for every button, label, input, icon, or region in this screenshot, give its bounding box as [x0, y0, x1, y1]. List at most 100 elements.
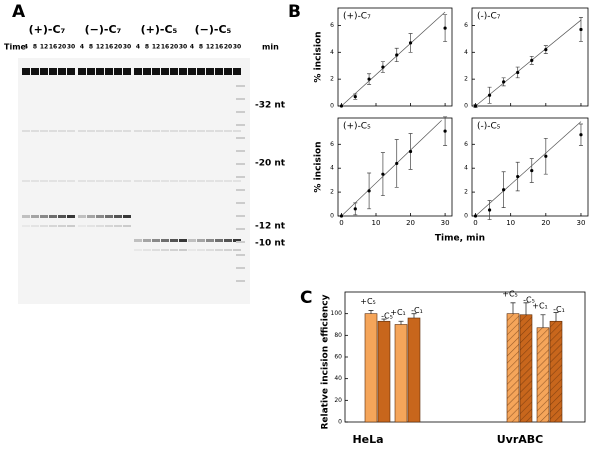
error-bar	[523, 302, 529, 315]
gel-band	[40, 225, 48, 227]
gel-marker: -10 nt	[255, 239, 286, 249]
gel-band	[152, 239, 160, 242]
gel-band	[123, 215, 131, 218]
bar-label: -C₅	[381, 312, 393, 321]
gel-band	[96, 225, 104, 227]
bar-hatch	[507, 313, 519, 422]
data-point	[530, 58, 534, 62]
error-bar	[368, 310, 374, 314]
gel-band	[78, 130, 86, 132]
gel-lane-label: 12	[206, 44, 214, 51]
gel-band	[87, 180, 95, 182]
plot-frame	[337, 117, 453, 217]
gel-band	[22, 68, 30, 75]
gel-band	[31, 180, 39, 182]
gel-band	[105, 68, 113, 75]
panel-label: B	[288, 2, 301, 22]
x-tick-label: UvrABC	[497, 433, 544, 446]
gel-band	[96, 130, 104, 132]
gel-lane-label: 30	[123, 44, 131, 51]
gel-band	[49, 68, 57, 75]
gel-band	[134, 180, 142, 182]
gel-band	[58, 180, 66, 182]
y-tick-label: 2	[464, 76, 468, 83]
gel-band	[67, 68, 75, 75]
data-point	[579, 27, 583, 32]
data-point	[502, 188, 506, 192]
gel-band	[78, 68, 86, 75]
gel-band	[170, 249, 178, 251]
gel-band	[31, 225, 39, 227]
gel-band	[105, 215, 113, 218]
y-tick-label: 4	[464, 49, 468, 56]
data-point	[353, 95, 357, 99]
data-point	[367, 77, 371, 81]
gel-band	[170, 180, 178, 182]
gel-band	[134, 130, 142, 132]
gel-lane-label: 16	[105, 44, 113, 51]
gel-band	[114, 215, 122, 218]
gel-band	[233, 68, 241, 75]
gel-lane-label: 12	[40, 44, 48, 51]
gel-band	[96, 68, 104, 75]
gel-band	[224, 68, 232, 75]
error-bar	[540, 314, 546, 328]
gel-band	[31, 215, 39, 218]
gel-band	[87, 68, 95, 75]
gel-lane-label: 4	[80, 44, 84, 51]
gel-band	[179, 249, 187, 251]
gel-band	[87, 225, 95, 227]
data-point	[530, 168, 534, 173]
gel-band	[49, 215, 57, 218]
gel-band	[215, 68, 223, 75]
y-tick-label: 0	[330, 103, 334, 110]
gel-band	[170, 130, 178, 132]
gel-lane-label: 12	[96, 44, 104, 51]
fit-line	[341, 120, 442, 217]
gel-ladder-band	[236, 85, 245, 87]
gel-ladder-band	[236, 111, 245, 113]
gel-band	[161, 68, 169, 75]
gel-band	[67, 130, 75, 132]
bar-hatch	[550, 321, 562, 422]
gel-band	[215, 239, 223, 242]
data-point	[516, 174, 520, 179]
x-axis-label: Time, min	[435, 234, 485, 244]
gel-band	[78, 180, 86, 182]
gel-band	[152, 68, 160, 75]
gel-group-label: (+)-C₅	[141, 23, 178, 36]
bar	[407, 317, 421, 423]
gel-band	[58, 68, 66, 75]
gel-band	[143, 68, 151, 75]
gel-lane-label: 30	[67, 44, 75, 51]
gel-band	[152, 249, 160, 251]
gel-band	[123, 225, 131, 227]
gel-band	[87, 215, 95, 218]
gel-band	[170, 68, 178, 75]
y-tick-label: 2	[330, 189, 334, 196]
gel-band	[123, 180, 131, 182]
y-tick-label: 0	[464, 103, 468, 110]
gel-band	[134, 239, 142, 242]
gel-band	[105, 180, 113, 182]
gel-band	[114, 180, 122, 182]
gel-band	[143, 239, 151, 242]
gel-ladder-band	[236, 98, 245, 100]
data-point	[395, 53, 399, 57]
panel-label: A	[12, 2, 26, 22]
gel-ladder-band	[236, 189, 245, 191]
gel-lane-label: 4	[24, 44, 28, 51]
gel-band	[215, 130, 223, 132]
data-point	[443, 26, 447, 30]
plot-title: (+)-C₇	[343, 12, 371, 22]
gel-band	[134, 68, 142, 75]
gel-ladder-band	[236, 215, 245, 217]
y-tick-label: 6	[464, 22, 468, 29]
gel-band	[87, 130, 95, 132]
error-bar	[398, 320, 404, 325]
gel-band	[40, 68, 48, 75]
x-tick-label: 10	[372, 219, 381, 227]
gel-band	[206, 68, 214, 75]
gel-band	[161, 249, 169, 251]
